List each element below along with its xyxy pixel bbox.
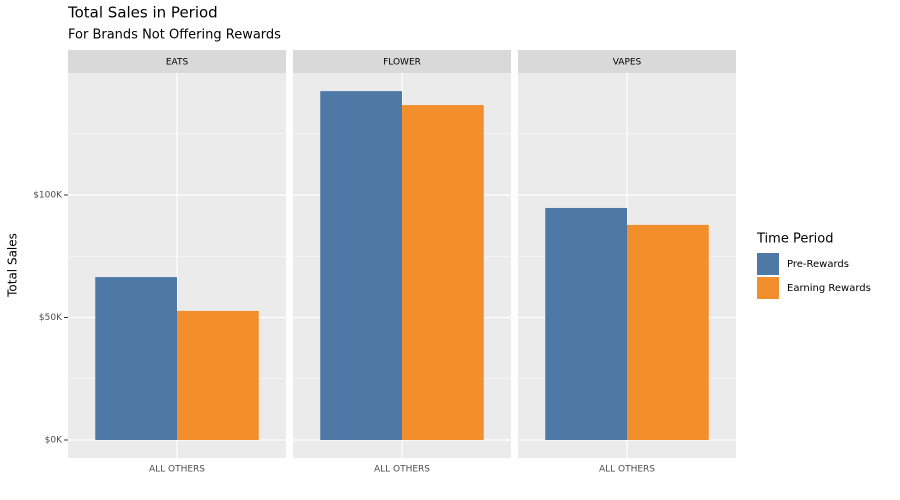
strip [293, 50, 511, 73]
legend-label: Pre-Rewards [787, 259, 849, 270]
y-axis-label: Total Sales [6, 233, 20, 298]
y-tick-label: $0K [45, 435, 63, 445]
facet-label: VAPES [613, 58, 642, 68]
y-tick-label: $50K [39, 313, 63, 323]
strip [68, 50, 286, 73]
bar [177, 310, 259, 440]
facet-label: EATS [166, 58, 189, 68]
legend-title: Time Period [756, 232, 833, 247]
bar [402, 105, 484, 440]
y-tick-label: $100K [33, 191, 63, 201]
bar [627, 224, 709, 440]
x-tick-label: ALL OTHERS [149, 465, 205, 475]
legend-label: Earning Rewards [787, 283, 871, 294]
x-tick-label: ALL OTHERS [599, 465, 655, 475]
bar [545, 207, 627, 440]
x-tick-label: ALL OTHERS [374, 465, 430, 475]
facet-label: FLOWER [383, 58, 421, 68]
bar [95, 277, 177, 440]
bar [320, 91, 402, 440]
chart-subtitle: For Brands Not Offering Rewards [68, 28, 281, 43]
chart-title: Total Sales in Period [67, 4, 218, 22]
legend-key [757, 253, 779, 275]
strip [518, 50, 736, 73]
legend-key [757, 277, 779, 299]
